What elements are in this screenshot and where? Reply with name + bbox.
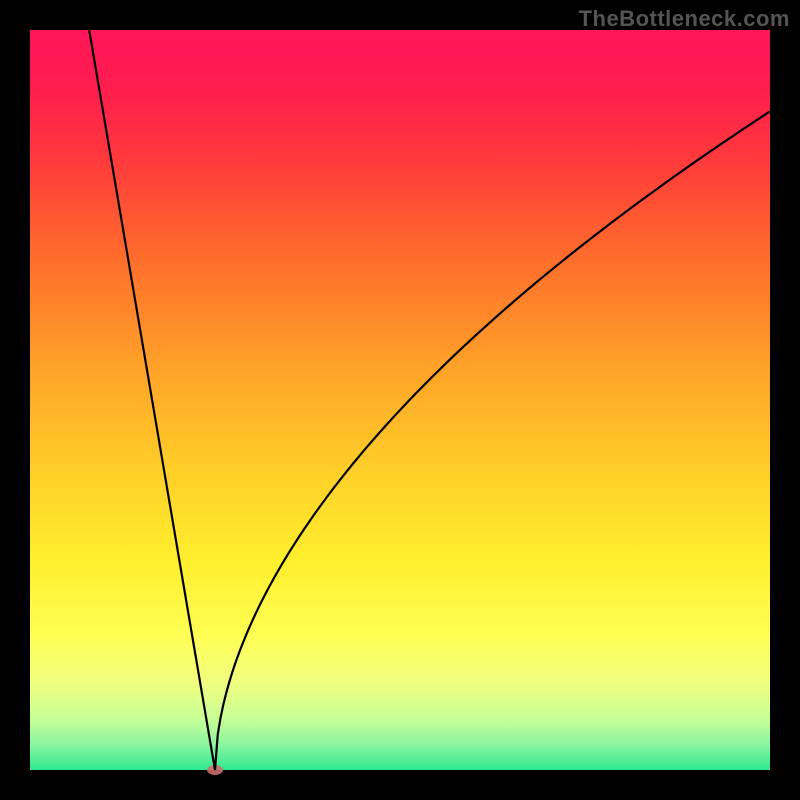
bottleneck-chart: [0, 0, 800, 800]
chart-container: TheBottleneck.com: [0, 0, 800, 800]
plot-background: [30, 30, 770, 770]
watermark-label: TheBottleneck.com: [579, 6, 790, 32]
